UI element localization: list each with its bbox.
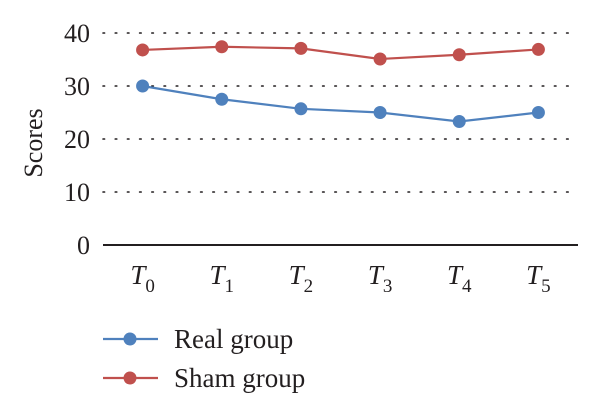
legend-marker xyxy=(123,332,137,346)
data-point xyxy=(373,106,387,119)
x-tick-base: T xyxy=(209,260,226,290)
series-line xyxy=(142,84,539,123)
x-tick-label: T5 xyxy=(526,260,551,297)
x-tick-label: T1 xyxy=(209,260,234,297)
data-point xyxy=(136,43,150,57)
x-tick-label: T2 xyxy=(289,260,314,297)
data-point xyxy=(294,41,308,55)
x-tick-labels: T0 T1 T2 T3 T4 T5 xyxy=(130,260,550,297)
x-tick-subscript: 5 xyxy=(541,276,551,297)
data-point xyxy=(136,79,150,93)
legend-label: Real group xyxy=(174,324,293,354)
legend: Real group Sham group xyxy=(103,324,305,393)
y-tick-label: 40 xyxy=(64,19,90,48)
data-point xyxy=(531,42,545,56)
legend-item: Sham group xyxy=(103,363,305,393)
y-axis-label: Scores xyxy=(19,108,48,177)
data-point xyxy=(452,115,466,129)
gridlines xyxy=(102,32,579,193)
data-point xyxy=(215,40,229,54)
x-tick-base: T xyxy=(130,260,147,290)
x-tick-label: T0 xyxy=(130,260,155,297)
legend-item: Real group xyxy=(103,324,293,354)
y-tick-labels: 0 10 20 30 40 xyxy=(64,19,90,260)
data-point xyxy=(531,106,545,119)
series-sham-group xyxy=(136,40,545,66)
y-tick-label: 20 xyxy=(64,125,90,154)
x-tick-subscript: 0 xyxy=(145,276,155,297)
x-tick-label: T3 xyxy=(368,260,393,297)
legend-marker xyxy=(123,371,137,385)
x-tick-subscript: 3 xyxy=(383,276,393,297)
series-line xyxy=(142,45,539,61)
x-tick-label: T4 xyxy=(447,260,472,297)
y-tick-label: 0 xyxy=(77,231,90,260)
x-tick-base: T xyxy=(368,260,385,290)
series-real-group xyxy=(136,79,545,129)
x-tick-base: T xyxy=(526,260,543,290)
y-tick-label: 30 xyxy=(64,72,90,101)
x-tick-subscript: 4 xyxy=(462,276,472,297)
series-group xyxy=(136,40,545,129)
y-tick-label: 10 xyxy=(64,178,90,207)
x-tick-subscript: 1 xyxy=(225,276,235,297)
x-tick-base: T xyxy=(289,260,306,290)
x-tick-subscript: 2 xyxy=(304,276,314,297)
x-tick-base: T xyxy=(447,260,464,290)
data-point xyxy=(294,102,308,116)
data-point xyxy=(373,52,387,66)
data-point xyxy=(215,92,229,106)
legend-label: Sham group xyxy=(174,363,305,393)
data-point xyxy=(452,48,466,62)
